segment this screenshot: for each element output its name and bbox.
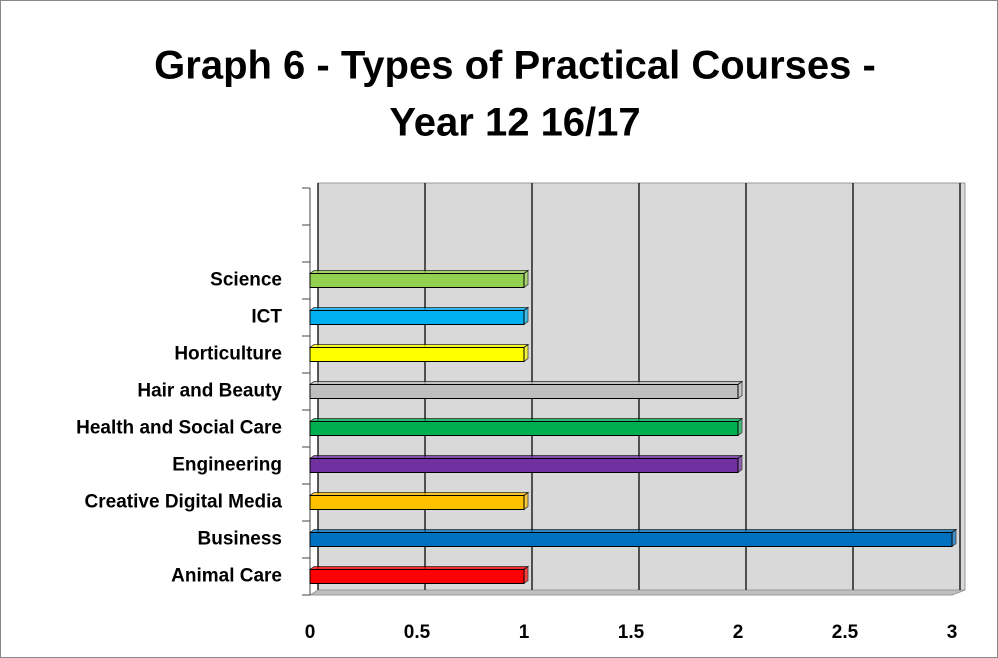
y-tick-label: Engineering <box>172 455 282 476</box>
y-tick-label: Creative Digital Media <box>85 492 283 513</box>
bar-side <box>523 306 529 326</box>
chart-title: Year 12 16/17 <box>389 101 640 145</box>
bar-side <box>737 454 743 474</box>
y-tick-label: Science <box>210 270 282 291</box>
bar <box>309 273 525 288</box>
y-tick-label: ICT <box>251 307 282 328</box>
bar <box>309 384 739 399</box>
x-tick-label: 1.5 <box>618 622 645 643</box>
bar-side <box>523 565 529 585</box>
plot-floor <box>308 589 966 596</box>
chart-title: Graph 6 - Types of Practical Courses - <box>154 44 876 88</box>
bar-side <box>523 343 529 363</box>
x-tick-label: 2.5 <box>832 622 859 643</box>
bar-side <box>737 380 743 400</box>
x-tick-label: 3 <box>947 622 958 643</box>
bar <box>309 569 525 584</box>
x-tick-label: 0 <box>305 622 316 643</box>
y-tick-label: Health and Social Care <box>76 418 282 439</box>
y-tick-label: Horticulture <box>174 344 282 365</box>
bar <box>309 495 525 510</box>
y-tick-label: Hair and Beauty <box>137 381 282 402</box>
bar-side <box>951 528 957 548</box>
bar <box>309 421 739 436</box>
x-tick-label: 1 <box>519 622 530 643</box>
x-tick-label: 2 <box>733 622 744 643</box>
bar-side <box>523 269 529 289</box>
bar <box>309 458 739 473</box>
y-tick-label: Business <box>198 529 282 550</box>
y-tick-label: Animal Care <box>171 566 282 587</box>
bar <box>309 532 953 547</box>
bar-side <box>737 417 743 437</box>
x-tick-label: 0.5 <box>404 622 431 643</box>
bar-side <box>523 491 529 511</box>
bar <box>309 310 525 325</box>
bar <box>309 347 525 362</box>
